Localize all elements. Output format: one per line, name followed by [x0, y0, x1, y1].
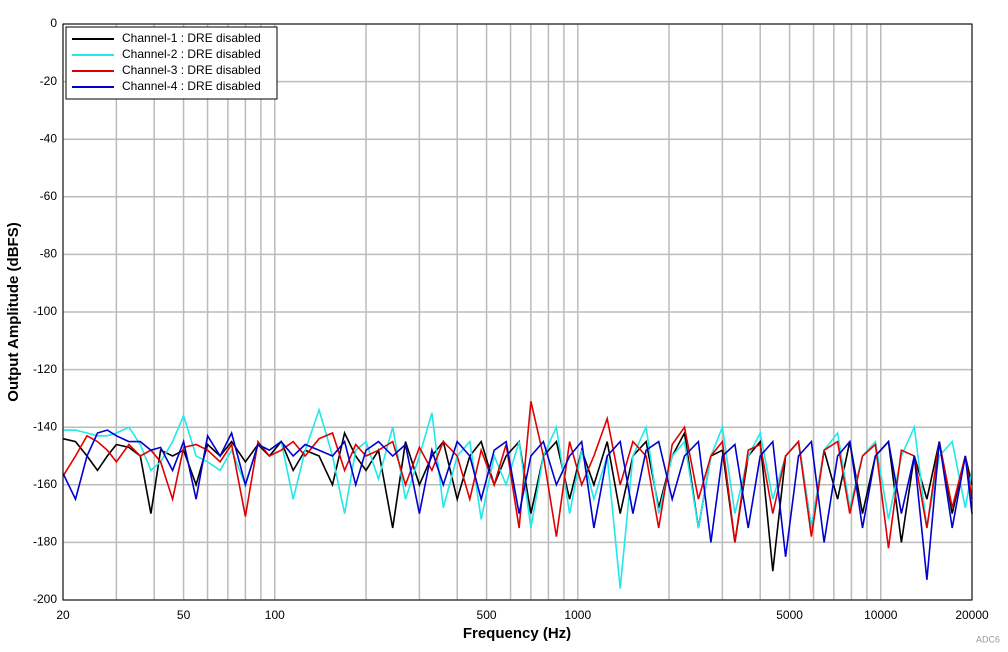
y-tick-label: -80: [40, 247, 58, 261]
x-tick-label: 10000: [864, 608, 898, 622]
legend-label: Channel-2 : DRE disabled: [122, 47, 261, 61]
x-tick-label: 50: [177, 608, 191, 622]
y-tick-label: -100: [33, 304, 57, 318]
y-tick-label: -120: [33, 362, 57, 376]
x-axis-title: Frequency (Hz): [463, 625, 571, 642]
legend-label: Channel-1 : DRE disabled: [122, 31, 261, 45]
legend-label: Channel-3 : DRE disabled: [122, 63, 261, 77]
x-tick-label: 5000: [776, 608, 803, 622]
y-tick-label: -160: [33, 477, 57, 491]
y-tick-label: -40: [40, 131, 58, 145]
y-tick-label: -200: [33, 592, 57, 606]
y-tick-label: -20: [40, 74, 58, 88]
x-tick-label: 500: [477, 608, 497, 622]
y-axis-title: Output Amplitude (dBFS): [5, 222, 22, 401]
plot-border: [62, 23, 973, 601]
y-tick-label: 0: [50, 16, 57, 30]
x-tick-label: 20: [56, 608, 70, 622]
y-tick-label: -140: [33, 419, 57, 433]
legend-label: Channel-4 : DRE disabled: [122, 79, 261, 93]
x-tick-label: 100: [265, 608, 285, 622]
series-line: [62, 429, 973, 580]
y-tick-label: -180: [33, 535, 57, 549]
x-tick-label: 20000: [955, 608, 989, 622]
x-tick-label: 1000: [564, 608, 591, 622]
footnote: ADC6: [976, 634, 1000, 644]
y-tick-label: -60: [40, 189, 58, 203]
